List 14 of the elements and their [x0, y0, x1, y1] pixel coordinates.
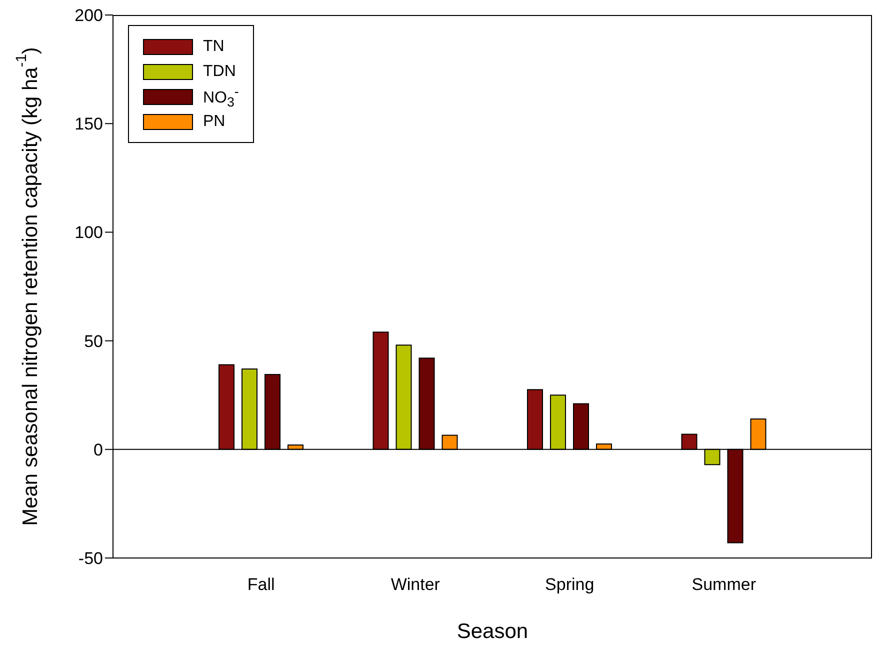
x-tick-label: Spring	[545, 575, 594, 594]
x-tick-label: Winter	[390, 575, 440, 594]
y-tick-label: -50	[78, 549, 103, 568]
legend-label: PN	[203, 112, 226, 130]
x-axis-title: Season	[456, 620, 528, 643]
y-tick-label: 0	[94, 440, 103, 460]
x-tick-label: Summer	[692, 575, 756, 594]
y-tick-label: 50	[84, 332, 103, 351]
y-tick-label: 100	[74, 223, 103, 242]
y-tick-label: 200	[74, 6, 103, 26]
y-tick-label: 150	[74, 114, 103, 134]
legend-label: TDN	[203, 62, 236, 80]
legend-label: TN	[203, 38, 224, 56]
x-tick-label: Fall	[247, 575, 275, 594]
